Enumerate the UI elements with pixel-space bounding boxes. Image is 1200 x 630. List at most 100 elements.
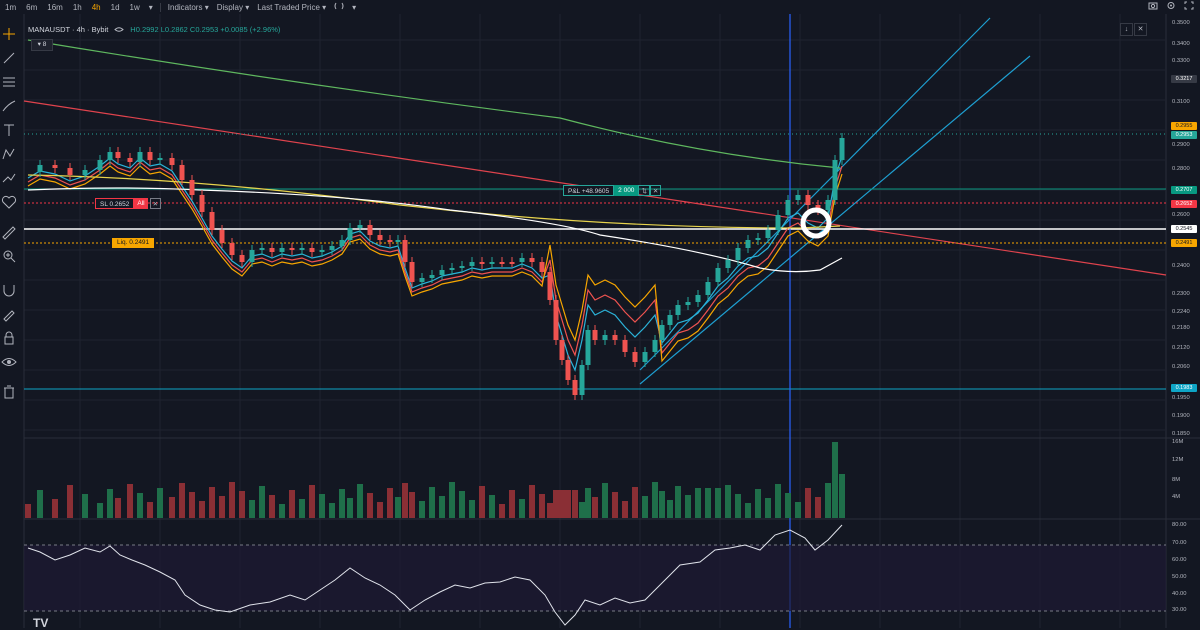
camera-icon[interactable] (1148, 1, 1158, 10)
timeframe-1m[interactable]: 1m (5, 2, 17, 12)
horizontal-lines-icon[interactable] (0, 74, 18, 90)
sma-green-line (27, 39, 841, 169)
text-icon[interactable] (0, 122, 18, 138)
heart-icon[interactable] (0, 194, 18, 210)
fullscreen-icon[interactable] (1184, 1, 1194, 10)
trash-icon[interactable] (0, 384, 18, 400)
collapse-panel-icon[interactable]: ✕ (1134, 23, 1147, 36)
pnl-label: P&L +48.9605 (563, 185, 615, 196)
timeframe-6m[interactable]: 6m (26, 2, 38, 12)
volume-bar (147, 502, 153, 518)
display-button[interactable]: Display ▾ (213, 3, 253, 12)
volume-bar (219, 496, 225, 518)
ruler-icon[interactable] (0, 224, 18, 240)
candle-body (685, 302, 691, 305)
volume-bar (479, 486, 485, 518)
volume-bar (695, 488, 701, 518)
indicator-collapse-button[interactable]: ▾ 8 (31, 39, 53, 51)
volume-bar (429, 487, 435, 518)
stop-loss-all-button[interactable]: All (134, 198, 148, 209)
eye-icon[interactable] (0, 354, 18, 370)
candle-body (553, 300, 559, 340)
volume-bar (832, 442, 838, 518)
candle-body (725, 260, 731, 268)
close-icon[interactable]: ✕ (649, 185, 662, 196)
candle-body (329, 246, 335, 250)
candle-body (279, 248, 285, 252)
trendline-icon[interactable] (0, 50, 18, 66)
magnet-icon[interactable] (0, 282, 18, 298)
chart-type-dropdown-icon[interactable]: ▾ (352, 2, 357, 12)
candle-body (367, 225, 373, 235)
volume-bar (377, 502, 383, 518)
chevron-down-icon: ▾ (204, 2, 209, 12)
pencil-lock-icon[interactable] (0, 306, 18, 322)
candle-body (67, 168, 73, 175)
volume-bar (329, 503, 335, 518)
ohlc-values: H0.2992 L0.2862 C0.2953 +0.0085 (+2.96%) (130, 25, 281, 34)
candle-body (622, 340, 628, 352)
pattern-icon[interactable] (0, 146, 18, 162)
lock-icon[interactable] (0, 330, 18, 346)
volume-bar (52, 499, 58, 518)
eye-icon[interactable] (114, 26, 125, 33)
position-pnl[interactable]: P&L +48.9605 2 000 ⇅ ✕ (563, 185, 662, 196)
chart-overlays (800, 207, 832, 239)
zoom-in-icon[interactable] (0, 248, 18, 264)
volume-bar (705, 488, 711, 518)
candle-body (82, 170, 88, 175)
candle-body (395, 240, 401, 242)
forecast-icon[interactable] (0, 170, 18, 186)
chart-type-button[interactable] (330, 2, 348, 12)
volume-bar (795, 502, 801, 518)
candle-body (299, 248, 305, 250)
timeframe-16m[interactable]: 16m (47, 2, 63, 12)
arrow-down-icon[interactable]: ↓ (1120, 23, 1133, 36)
volume-bar (419, 501, 425, 518)
volume-bar (469, 500, 475, 518)
timeframe-1h[interactable]: 1h (72, 2, 82, 12)
brush-icon[interactable] (0, 98, 18, 114)
volume-bar (249, 500, 255, 518)
drawing-toolbar (0, 14, 18, 628)
volume-bar (387, 488, 393, 518)
volume-tick: 4M (1172, 494, 1181, 500)
timeframe-1d[interactable]: 1d (110, 2, 120, 12)
volume-bar (632, 487, 638, 518)
candle-body (632, 352, 638, 362)
candle-body (675, 305, 681, 315)
close-icon[interactable]: ✕ (149, 198, 162, 209)
candle-body (839, 138, 845, 160)
indicator-count: 8 (42, 41, 47, 48)
candle-body (755, 238, 761, 240)
stop-loss-order[interactable]: SL 0.2652 All ✕ (95, 198, 162, 209)
indicators-button[interactable]: Indicators ▾ (164, 3, 213, 12)
volume-bar (659, 491, 665, 518)
symbol-label[interactable]: MANAUSDT · 4h · Bybit (28, 25, 109, 34)
entry-price-label: 0.2707 (1171, 186, 1197, 194)
volume-bars (25, 442, 845, 518)
timeframe-dropdown-icon[interactable]: ▾ (148, 2, 153, 12)
timeframe-1w[interactable]: 1w (129, 2, 140, 12)
timeframe-4h[interactable]: 4h (91, 2, 101, 12)
reverse-icon[interactable]: ⇅ (638, 185, 650, 196)
candle-body (127, 158, 133, 162)
candle-body (357, 225, 363, 228)
volume-bar (409, 492, 415, 518)
price-tick: 0.2060 (1172, 364, 1190, 370)
crosshair-icon[interactable] (0, 26, 18, 42)
volume-bar (179, 483, 185, 518)
candle-body (775, 215, 781, 230)
candle-body (209, 212, 215, 230)
candle-body (402, 240, 408, 262)
candle-body (705, 282, 711, 295)
candle-body (509, 262, 515, 264)
chevron-down-icon: ▾ (245, 2, 250, 12)
volume-tick: 12M (1172, 457, 1184, 463)
top-toolbar: 1m 6m 16m 1h 4h 1d 1w ▾ Indicators ▾ Dis… (0, 0, 1200, 14)
settings-gear-icon[interactable] (1166, 1, 1176, 10)
candle-body (449, 268, 455, 270)
last-price-button[interactable]: Last Traded Price ▾ (253, 3, 330, 12)
candle-body (419, 278, 425, 282)
